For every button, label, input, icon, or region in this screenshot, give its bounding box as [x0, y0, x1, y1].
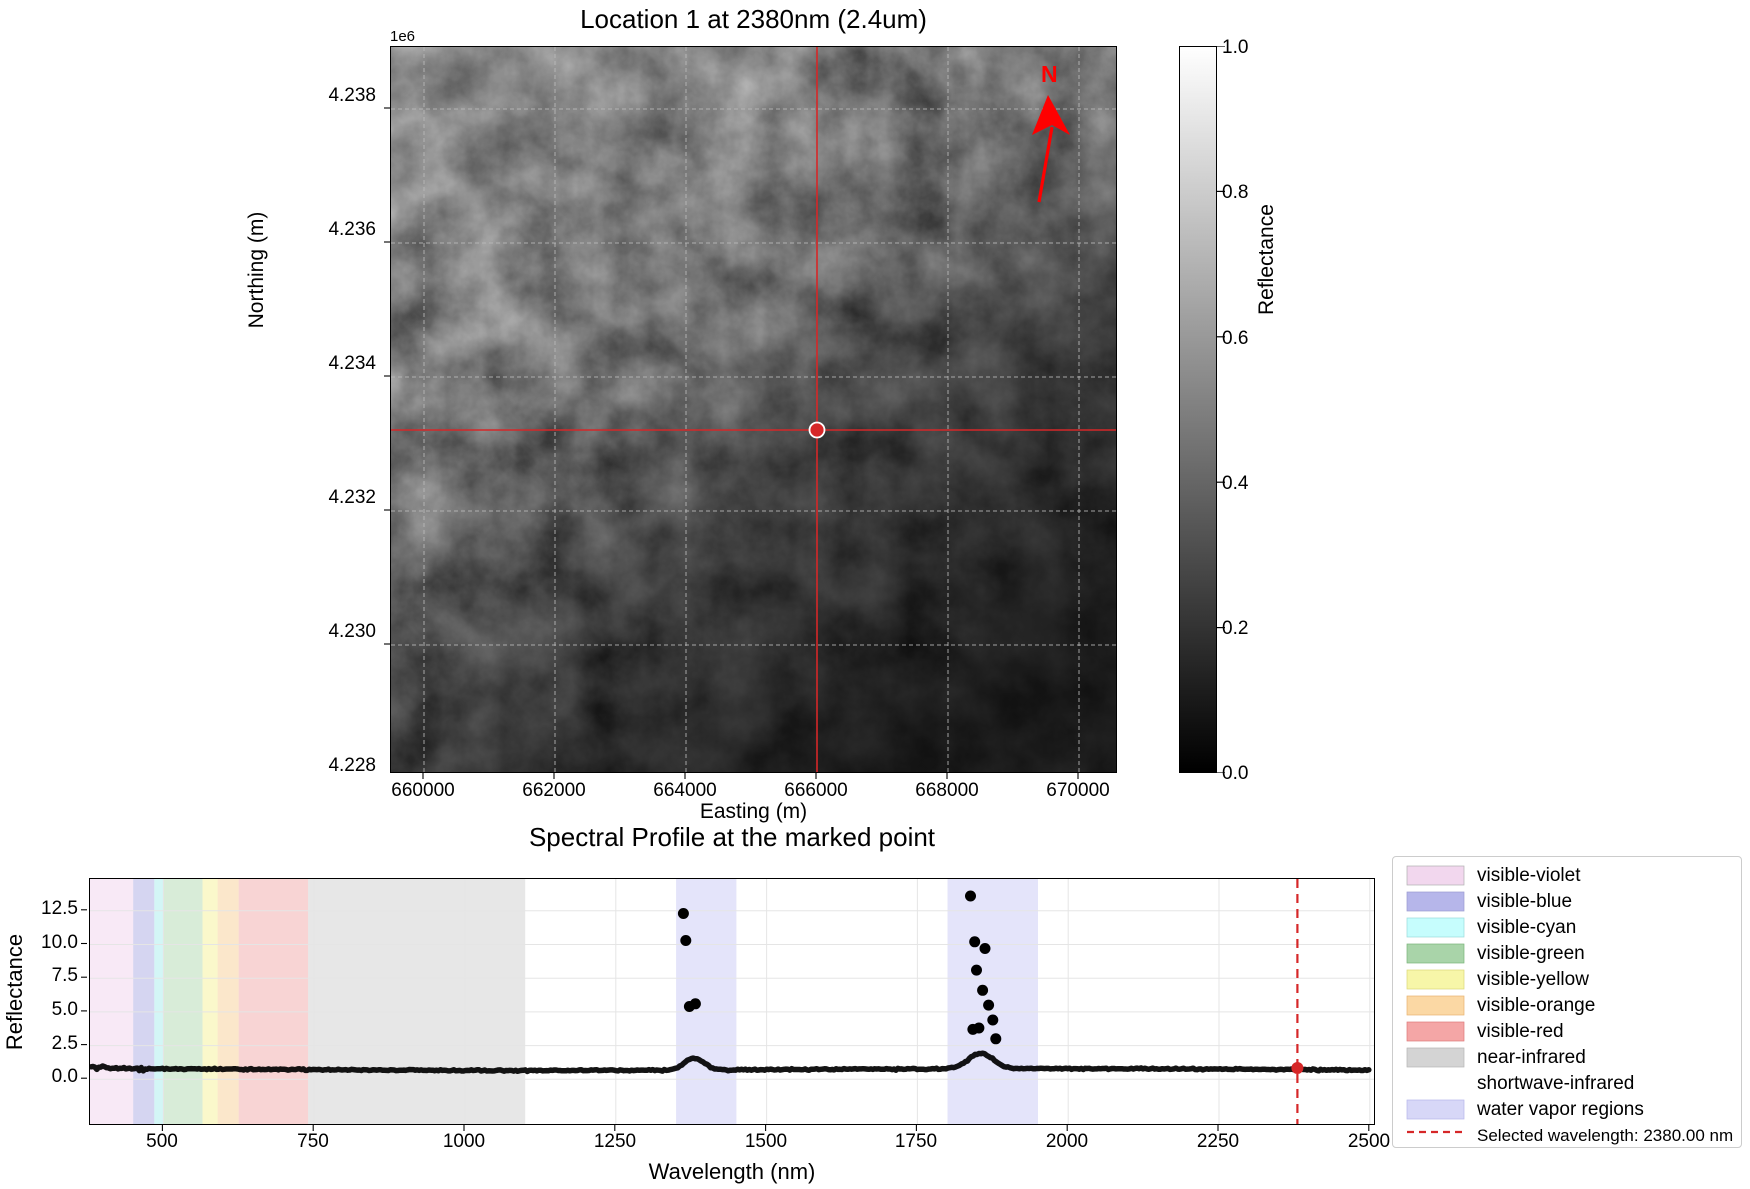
svg-text:N: N — [1041, 61, 1058, 87]
